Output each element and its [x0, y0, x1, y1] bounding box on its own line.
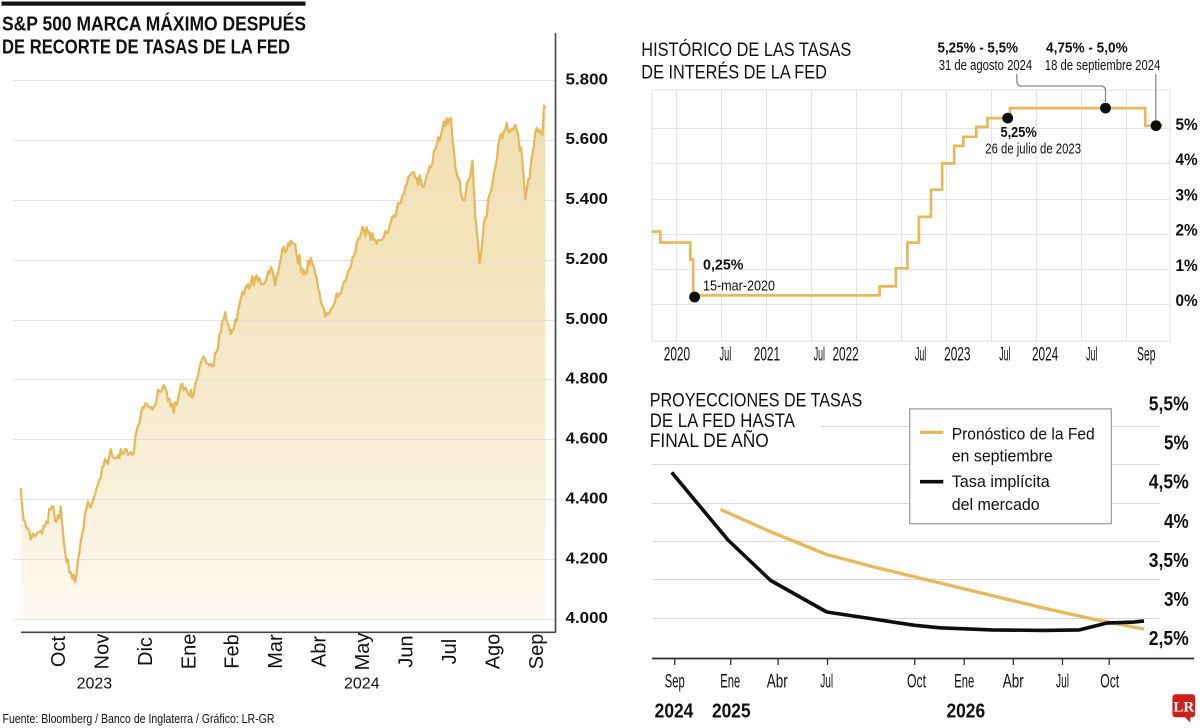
svg-text:Fuente: Bloomberg / Banco de I: Fuente: Bloomberg / Banco de Inglaterra … [3, 712, 275, 726]
svg-text:Jul: Jul [915, 345, 926, 366]
svg-text:DE INTERÉS DE LA FED: DE INTERÉS DE LA FED [641, 60, 827, 83]
svg-text:2023: 2023 [944, 345, 970, 366]
svg-text:4.800: 4.800 [566, 371, 609, 388]
svg-text:2023: 2023 [77, 675, 113, 692]
svg-text:Jul: Jul [720, 345, 732, 366]
svg-text:2026: 2026 [946, 701, 985, 723]
svg-text:1%: 1% [1176, 256, 1198, 275]
svg-text:2025: 2025 [712, 701, 751, 723]
svg-text:Abr: Abr [767, 672, 788, 693]
svg-text:0%: 0% [1176, 291, 1198, 310]
svg-text:Dic: Dic [135, 637, 157, 666]
svg-text:May: May [352, 633, 374, 671]
svg-text:5,25% - 5,5%: 5,25% - 5,5% [938, 39, 1019, 56]
svg-text:0,25%: 0,25% [703, 257, 744, 274]
svg-text:DE RECORTE DE TASAS DE LA FED: DE RECORTE DE TASAS DE LA FED [2, 36, 290, 58]
svg-text:Sep: Sep [1137, 345, 1156, 366]
svg-text:Tasa implícita: Tasa implícita [952, 473, 1051, 491]
svg-text:2021: 2021 [754, 345, 780, 366]
svg-text:5.400: 5.400 [566, 191, 609, 208]
svg-text:Abr: Abr [1003, 672, 1024, 693]
svg-text:4%: 4% [1164, 511, 1189, 533]
svg-text:en septiembre: en septiembre [952, 448, 1053, 466]
svg-text:Pronóstico de la Fed: Pronóstico de la Fed [952, 425, 1095, 443]
svg-text:Mar: Mar [265, 634, 287, 669]
svg-text:2022: 2022 [832, 345, 858, 366]
svg-text:5.800: 5.800 [566, 71, 609, 88]
svg-text:5%: 5% [1176, 115, 1198, 134]
svg-text:del mercado: del mercado [952, 496, 1040, 514]
svg-text:Jul: Jul [814, 345, 825, 366]
svg-text:3%: 3% [1164, 589, 1189, 611]
svg-text:PROYECCIONES DE TASAS: PROYECCIONES DE TASAS [650, 391, 862, 412]
svg-text:4,5%: 4,5% [1149, 472, 1189, 494]
svg-text:Nov: Nov [91, 634, 113, 670]
svg-text:4.000: 4.000 [566, 610, 609, 627]
svg-text:18 de septiembre 2024: 18 de septiembre 2024 [1045, 58, 1161, 74]
svg-text:3%: 3% [1176, 185, 1198, 204]
svg-text:2,5%: 2,5% [1149, 628, 1189, 650]
svg-text:4.400: 4.400 [566, 490, 609, 507]
svg-text:5%: 5% [1164, 433, 1189, 455]
svg-text:Jul: Jul [439, 639, 461, 665]
svg-text:Oct: Oct [1100, 672, 1119, 693]
svg-text:Sep: Sep [665, 672, 685, 693]
svg-text:5,5%: 5,5% [1149, 394, 1189, 416]
svg-text:31 de agosto 2024: 31 de agosto 2024 [939, 58, 1032, 74]
svg-text:DE LA FED HASTA: DE LA FED HASTA [650, 411, 795, 432]
svg-text:LR: LR [1173, 700, 1194, 716]
svg-text:Ago: Ago [482, 634, 504, 670]
svg-text:Feb: Feb [222, 634, 244, 668]
svg-text:5.000: 5.000 [566, 311, 609, 328]
svg-text:Jul: Jul [999, 345, 1010, 366]
svg-text:4%: 4% [1176, 150, 1198, 169]
svg-text:S&P 500 MARCA MÁXIMO DESPUÉS: S&P 500 MARCA MÁXIMO DESPUÉS [2, 13, 306, 36]
svg-text:15-mar-2020: 15-mar-2020 [703, 279, 775, 295]
svg-text:Jul: Jul [820, 672, 833, 693]
svg-text:Abr: Abr [309, 636, 331, 667]
svg-text:HISTÓRICO DE LAS TASAS: HISTÓRICO DE LAS TASAS [641, 38, 851, 61]
svg-text:2024: 2024 [1032, 345, 1059, 366]
svg-text:4.200: 4.200 [566, 550, 609, 567]
svg-text:Oct: Oct [907, 672, 926, 693]
svg-text:FINAL DE AÑO: FINAL DE AÑO [650, 430, 769, 452]
svg-text:5,25%: 5,25% [1001, 124, 1037, 141]
svg-text:2%: 2% [1176, 221, 1198, 240]
svg-text:Ene: Ene [178, 634, 200, 670]
svg-text:26 de julio de 2023: 26 de julio de 2023 [985, 142, 1081, 158]
svg-text:4.600: 4.600 [566, 431, 609, 448]
svg-text:2024: 2024 [344, 675, 380, 692]
svg-text:4,75% - 5,0%: 4,75% - 5,0% [1046, 39, 1128, 56]
svg-text:Ene: Ene [720, 672, 740, 693]
svg-text:Ene: Ene [954, 672, 974, 693]
svg-text:Sep: Sep [526, 634, 548, 670]
svg-text:3,5%: 3,5% [1149, 550, 1189, 572]
svg-text:Jul: Jul [1056, 672, 1069, 693]
svg-text:Jul: Jul [1086, 345, 1097, 366]
svg-text:Jun: Jun [396, 635, 418, 667]
svg-text:2020: 2020 [664, 345, 690, 366]
svg-text:5.600: 5.600 [566, 131, 609, 148]
svg-text:Oct: Oct [48, 636, 70, 668]
svg-text:2024: 2024 [655, 701, 694, 723]
svg-text:5.200: 5.200 [566, 251, 609, 268]
